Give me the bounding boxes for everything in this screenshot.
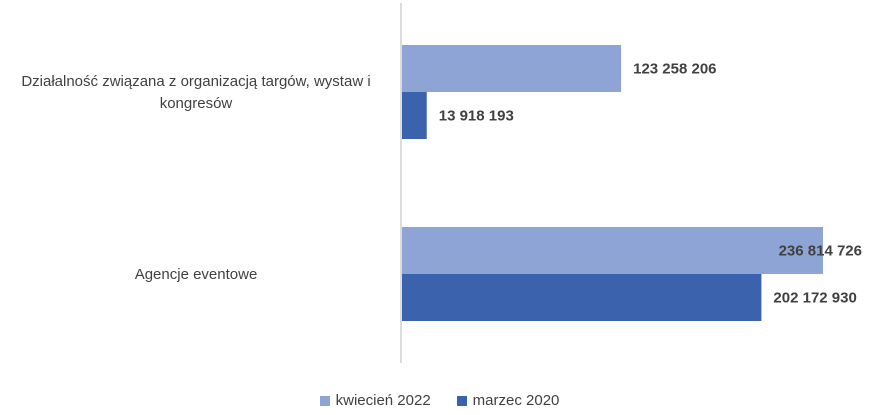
data-label: 13 918 193 [439, 108, 514, 125]
legend-label: kwiecień 2022 [335, 392, 431, 409]
chart-legend: kwiecień 2022 marzec 2020 [0, 392, 879, 409]
legend-label: marzec 2020 [472, 392, 560, 409]
category-label: Agencje eventowe [135, 266, 258, 283]
legend-item-marzec-2020: marzec 2020 [456, 392, 560, 409]
data-label: 236 814 726 [779, 243, 862, 260]
category-label: kongresów [160, 95, 233, 112]
bar-kwiecien-2022-cat-0 [402, 45, 622, 92]
legend-swatch [456, 395, 467, 406]
legend-item-kwiecien-2022: kwiecień 2022 [319, 392, 431, 409]
legend-swatch [319, 395, 330, 406]
category-label: Działalność związana z organizacją targó… [21, 73, 370, 90]
data-label: 202 172 930 [773, 290, 856, 307]
bar-marzec-2020-cat-1 [402, 274, 762, 321]
data-label: 123 258 206 [633, 61, 716, 78]
bar-marzec-2020-cat-0 [402, 92, 427, 139]
bar-kwiecien-2022-cat-1 [402, 227, 823, 274]
